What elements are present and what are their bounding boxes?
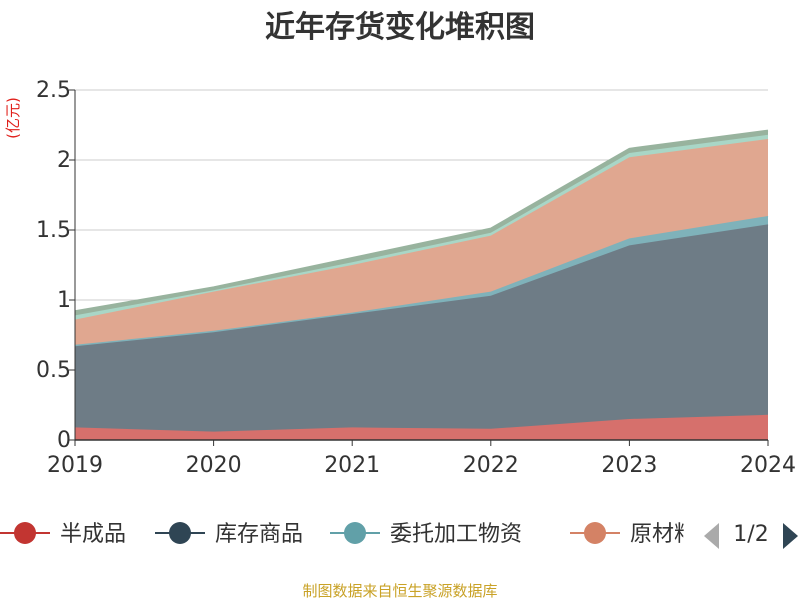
legend-prev-page-icon[interactable] [704,523,719,549]
area-series-line-6 [74,129,769,313]
legend-item[interactable]: 半成品 [0,522,126,547]
legend-next-page-icon[interactable] [783,523,798,549]
legend-circle-marker [14,522,36,544]
legend-item[interactable]: 委托加工物资 [330,522,522,547]
y-tick-label: 1.5 [36,218,71,243]
y-tick-label: 2.5 [36,78,71,103]
legend-label: 半成品 [60,522,126,547]
legend-label: 库存商品 [215,522,303,547]
legend-page-indicator: 1/2 [733,522,768,547]
legend-item[interactable]: 库存商品 [155,522,303,547]
legend: 半成品 库存商品 委托加工物资 原材料 1/2 [0,510,798,556]
y-axis-unit-label: (亿元) [4,97,22,139]
x-tick-label: 2021 [324,453,380,478]
x-tick-label: 2023 [601,453,657,478]
area-series-1 [75,414,768,440]
chart-title: 近年存货变化堆积图 [265,10,535,45]
y-tick-label: 0 [57,428,71,453]
area-series-4 [75,139,768,345]
x-tick-label: 2022 [463,453,519,478]
legend-label: 委托加工物资 [390,522,522,547]
area-series [74,129,769,440]
axes: 0 0.5 1 1.5 2 2.5 2019 2020 2021 2022 2023 2024 [36,78,796,478]
y-tick-label: 1 [57,288,71,313]
area-series-2 [75,224,768,432]
legend-circle-marker [584,522,606,544]
legend-item[interactable]: 原材料 [570,522,696,547]
data-source-note: 制图数据来自恒生聚源数据库 [302,582,497,600]
y-tick-label: 0.5 [36,358,71,383]
x-tick-label: 2020 [186,453,242,478]
area-series-3 [75,216,768,347]
x-tick-label: 2019 [47,453,103,478]
legend-clip-cover [684,510,704,556]
y-tick-label: 2 [57,148,71,173]
x-tick-label: 2024 [740,453,796,478]
legend-circle-marker [169,522,191,544]
legend-circle-marker [344,522,366,544]
